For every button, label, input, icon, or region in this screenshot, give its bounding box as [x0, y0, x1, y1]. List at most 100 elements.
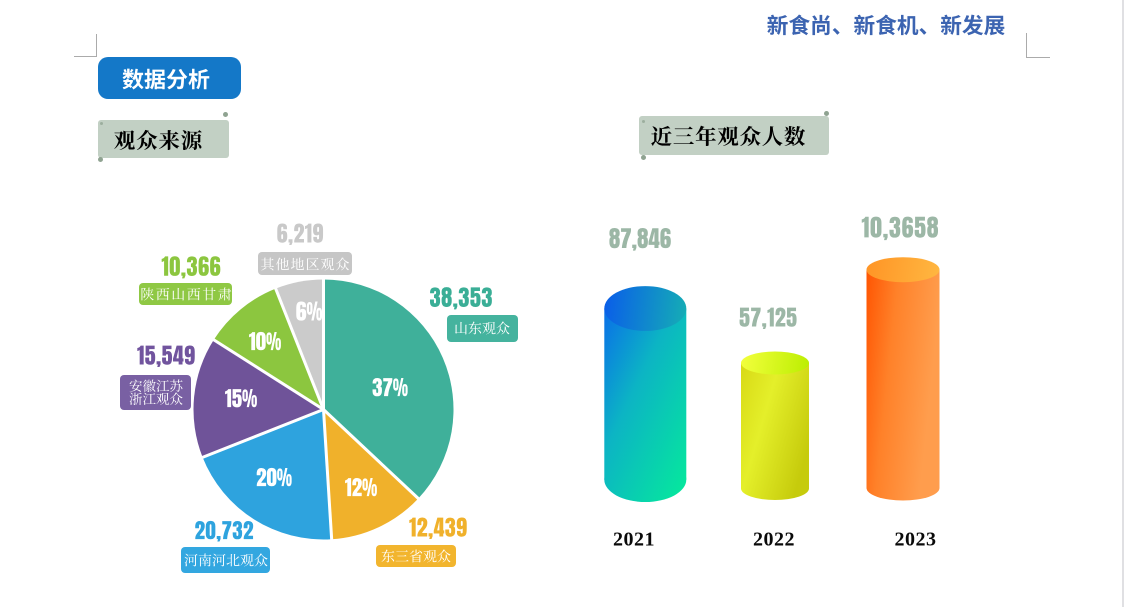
glyph — [984, 15, 1005, 36]
pie-label-dongsansheng[interactable] — [376, 545, 456, 567]
glyph — [832, 28, 840, 35]
margin-mark-top-left-vertical — [96, 34, 97, 57]
pie-label-anhuijiangsu-line1 — [129, 379, 183, 393]
glyph — [372, 378, 382, 397]
glyph — [169, 392, 183, 406]
pie-value-other — [277, 223, 324, 246]
pie-percent-anhuijiangsu — [224, 388, 257, 407]
glyph-text-svg — [455, 321, 510, 335]
cylinder-bottom-2023 — [866, 475, 940, 501]
pie-label-anhuijiangsu-line2 — [129, 392, 183, 406]
pie-label-other[interactable] — [258, 252, 352, 275]
glyph-text-svg — [345, 477, 377, 497]
glyph — [114, 130, 135, 150]
glyph — [395, 550, 409, 562]
glyph — [156, 379, 169, 392]
pie-section-header[interactable] — [97, 119, 229, 158]
glyph — [919, 28, 927, 35]
glyph — [306, 301, 322, 321]
glyph — [277, 223, 288, 243]
glyph-text-svg — [195, 521, 254, 542]
pie-slice-3[interactable] — [193, 339, 324, 458]
bar-header-pin-bottom-left — [640, 155, 646, 160]
pie-slice-1[interactable] — [323, 409, 419, 540]
pie-value-shandong — [429, 287, 493, 310]
glyph — [226, 554, 240, 567]
glyph — [482, 322, 496, 335]
glyph — [914, 216, 926, 238]
glyph — [883, 233, 888, 240]
glyph — [155, 287, 169, 301]
bar-section-title — [651, 125, 806, 148]
glyph-text-svg — [137, 345, 195, 367]
glyph — [409, 549, 423, 563]
glyph-text-svg — [609, 227, 671, 251]
pie-value-dongsansheng — [409, 517, 467, 540]
glyph — [481, 287, 492, 307]
glyph — [306, 257, 319, 270]
cylinder-2023[interactable] — [866, 257, 940, 501]
glyph — [295, 301, 306, 321]
pie-label-other-text — [261, 257, 350, 271]
glyph — [261, 257, 274, 270]
pie-label-henanhebei[interactable] — [181, 547, 270, 573]
cylinder-2022[interactable] — [741, 351, 809, 501]
glyph — [621, 228, 632, 248]
glyph-text-svg — [129, 379, 183, 392]
glyph-text-svg — [184, 553, 268, 567]
pie-value-shanxigansu — [161, 256, 221, 279]
glyph — [336, 257, 350, 270]
glyph — [468, 321, 482, 335]
glyph — [889, 216, 901, 238]
margin-mark-top-right-vertical — [1026, 33, 1027, 57]
glyph — [276, 257, 290, 270]
glyph — [156, 393, 169, 406]
margin-mark-top-left-horizontal — [74, 56, 97, 57]
glyph — [751, 307, 761, 327]
glyph — [854, 14, 875, 36]
pie-separator-3 — [200, 408, 325, 460]
cylinder-body-2021 — [604, 308, 687, 480]
glyph-text-svg — [767, 14, 1005, 36]
glyph-text-svg — [739, 307, 797, 329]
glyph — [145, 345, 156, 365]
glyph — [169, 256, 180, 276]
pie-label-anhuijiangsu[interactable] — [120, 375, 191, 410]
pie-separator-1 — [322, 408, 421, 501]
pie-label-shanxigansu-text — [140, 287, 232, 301]
pie-label-shanxigansu[interactable] — [139, 283, 232, 305]
glyph — [455, 322, 468, 335]
glyph — [142, 379, 156, 392]
glyph — [256, 467, 267, 486]
glyph — [158, 129, 180, 150]
glyph — [352, 477, 362, 497]
bar-value-2022 — [739, 307, 797, 329]
glyph — [673, 126, 695, 145]
glyph — [217, 287, 231, 301]
glyph — [195, 521, 206, 540]
section-badge[interactable] — [98, 57, 241, 99]
glyph — [767, 14, 788, 36]
glyph — [762, 322, 767, 329]
bar-section-header[interactable] — [639, 116, 829, 155]
glyph — [718, 126, 739, 147]
slide-title — [767, 14, 1006, 36]
glyph-text-svg — [651, 125, 806, 147]
glyph — [206, 521, 216, 540]
pie-slice-4[interactable] — [213, 288, 324, 410]
glyph — [186, 256, 198, 276]
glyph-text-svg — [140, 287, 231, 301]
glyph — [875, 14, 897, 36]
glyph — [695, 125, 717, 147]
pie-separator-4 — [211, 337, 325, 411]
glyph — [423, 549, 437, 563]
glyph — [313, 223, 324, 243]
pie-label-shandong[interactable] — [447, 315, 518, 342]
bar-value-2023 — [861, 216, 939, 240]
glyph — [266, 467, 277, 486]
glyph — [212, 553, 225, 567]
glyph — [184, 345, 195, 365]
glyph-text-svg — [261, 257, 350, 270]
cylinder-2021[interactable] — [604, 286, 687, 502]
